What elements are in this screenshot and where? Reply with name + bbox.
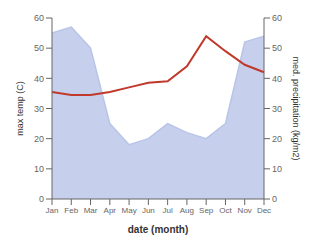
svg-text:10: 10: [272, 164, 282, 174]
svg-text:Dec: Dec: [257, 206, 271, 215]
svg-text:Feb: Feb: [64, 206, 78, 215]
svg-text:60: 60: [34, 13, 44, 23]
svg-text:Aug: Aug: [180, 206, 194, 215]
svg-text:50: 50: [272, 43, 282, 53]
svg-text:10: 10: [34, 164, 44, 174]
svg-text:Oct: Oct: [219, 206, 232, 215]
svg-text:Nov: Nov: [238, 206, 252, 215]
svg-text:60: 60: [272, 13, 282, 23]
svg-text:50: 50: [34, 43, 44, 53]
svg-text:20: 20: [272, 134, 282, 144]
svg-text:Jan: Jan: [46, 206, 59, 215]
svg-text:20: 20: [34, 134, 44, 144]
svg-text:May: May: [122, 206, 137, 215]
svg-text:40: 40: [272, 74, 282, 84]
svg-text:40: 40: [34, 74, 44, 84]
svg-text:Mar: Mar: [84, 206, 98, 215]
svg-text:date (month): date (month): [128, 224, 189, 235]
svg-text:0: 0: [39, 194, 44, 204]
svg-text:max temp (C): max temp (C): [15, 81, 25, 136]
svg-text:Jul: Jul: [163, 206, 173, 215]
svg-text:30: 30: [272, 104, 282, 114]
svg-text:30: 30: [34, 104, 44, 114]
svg-text:0: 0: [272, 194, 277, 204]
svg-text:Apr: Apr: [104, 206, 117, 215]
svg-text:Sep: Sep: [199, 206, 214, 215]
svg-text:med. precipitation (kg/m2): med. precipitation (kg/m2): [291, 56, 301, 160]
svg-text:Jun: Jun: [142, 206, 155, 215]
